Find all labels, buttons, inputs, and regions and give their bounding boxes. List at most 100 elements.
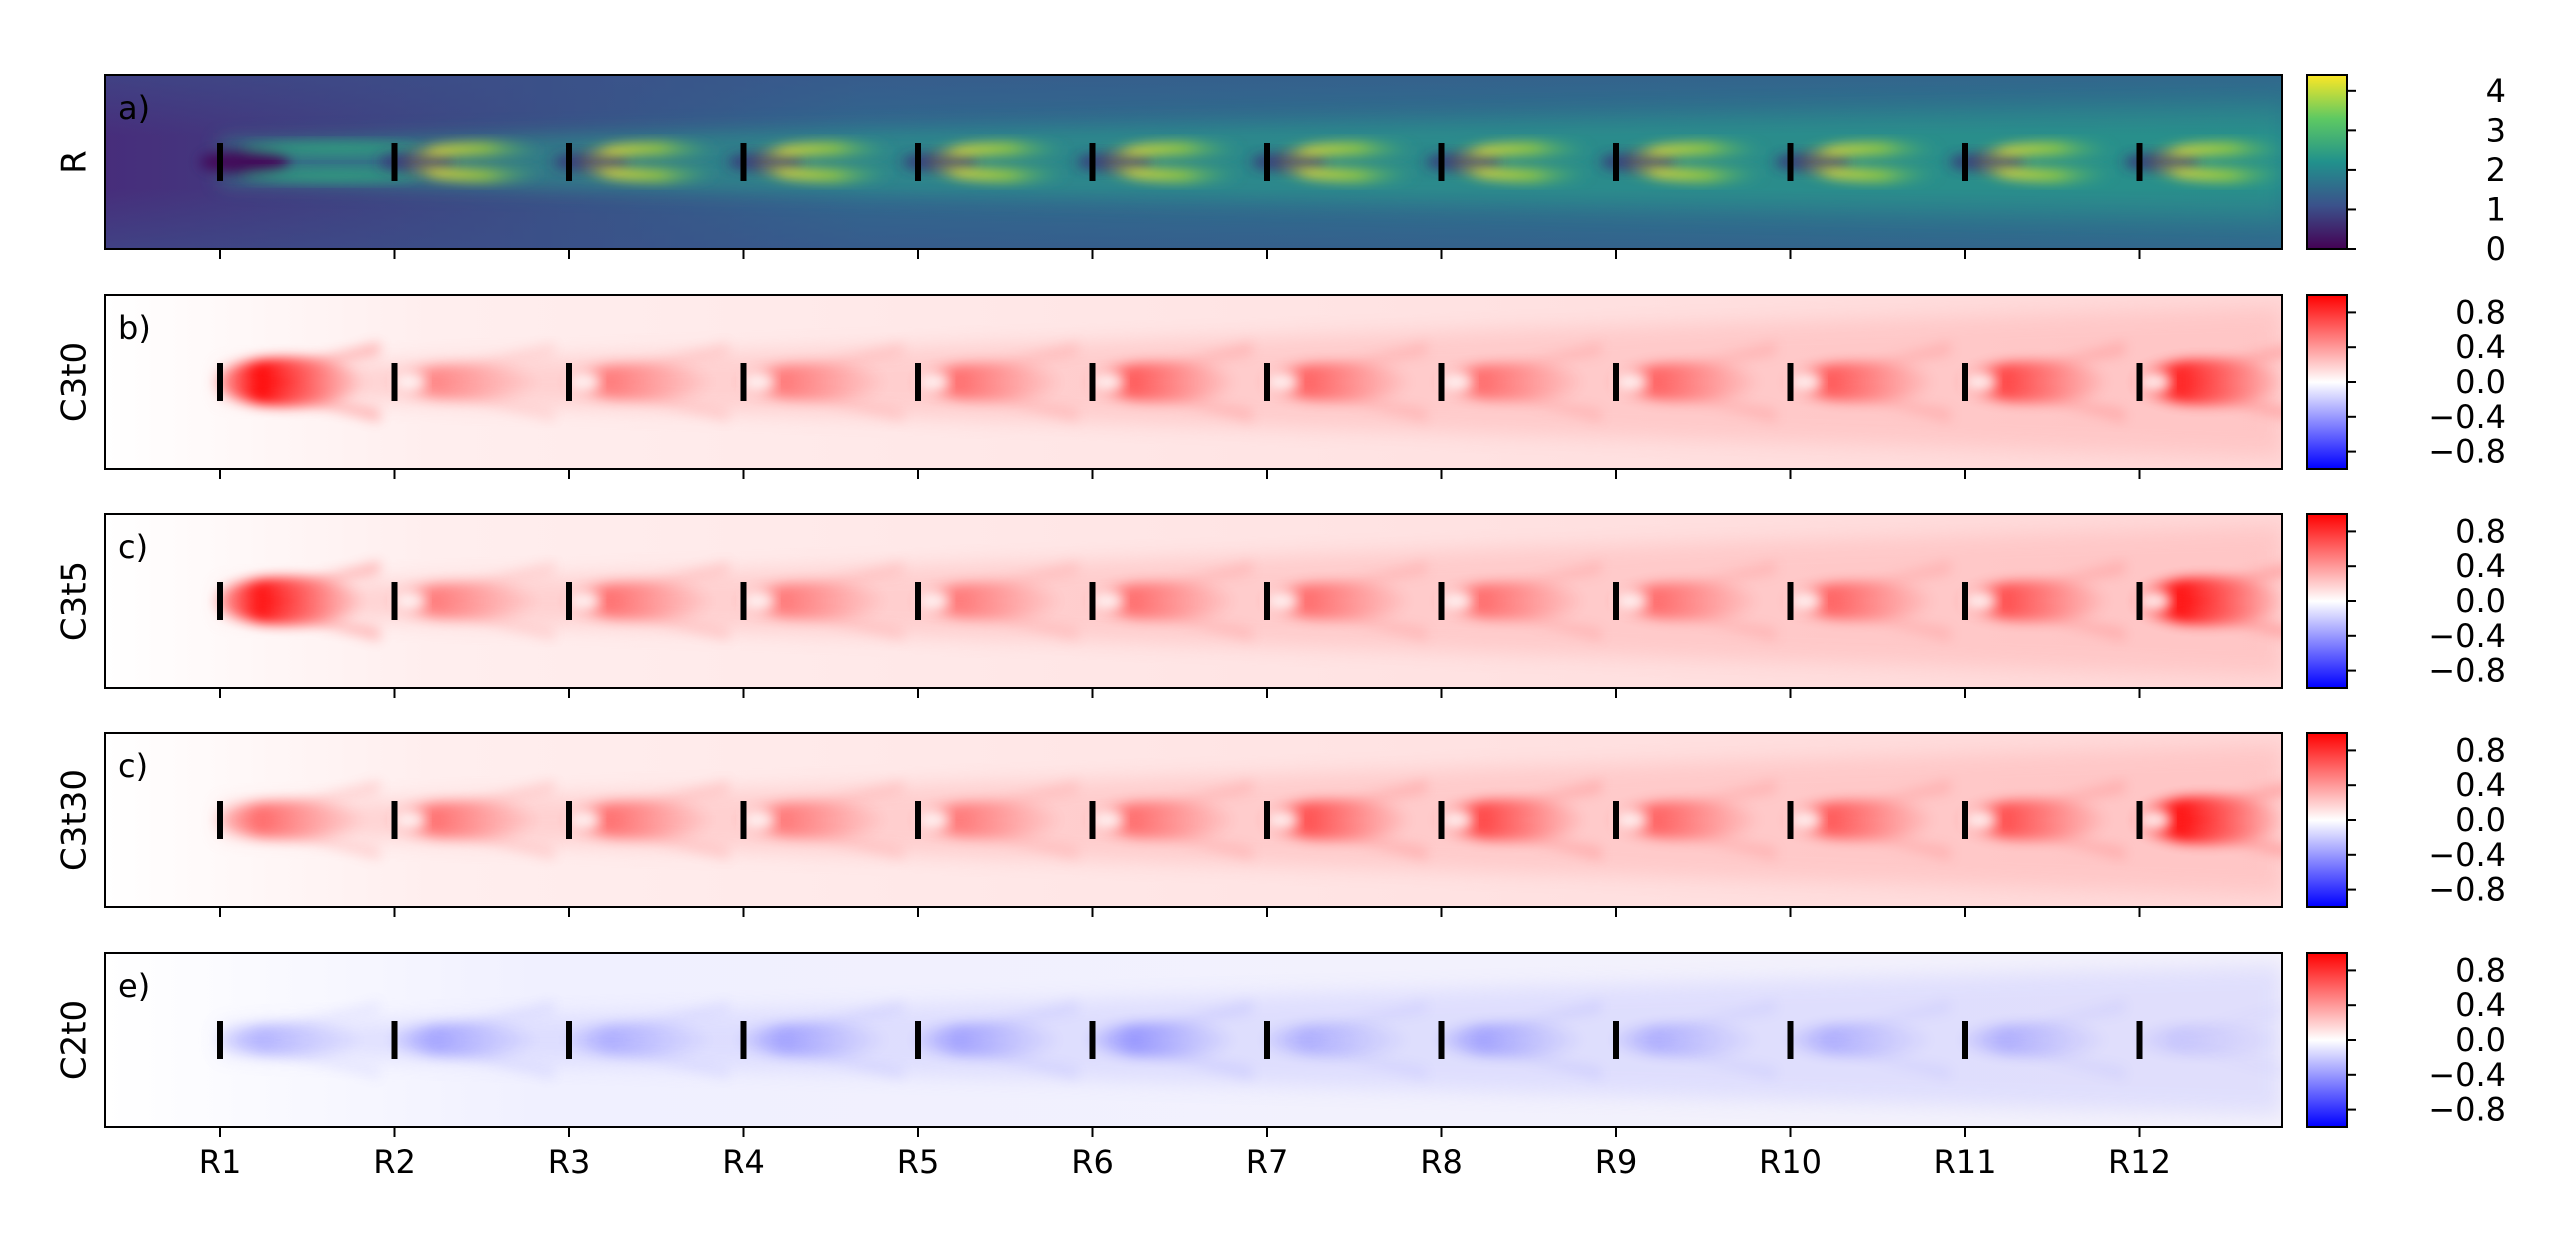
colorbar-tick-label: 3: [2486, 111, 2506, 149]
rotor-bar-r6: [1089, 143, 1096, 181]
wake-r10: [1785, 362, 1936, 402]
x-tick-label: R11: [1934, 1143, 1997, 1181]
colorbar-tick-label: 0.8: [2455, 512, 2506, 550]
wake-r10: [1785, 582, 1936, 620]
rotor-bar-r5: [915, 582, 921, 620]
panel-label: b): [118, 309, 151, 347]
y-axis-label: R: [55, 150, 95, 174]
colorbar: 0.80.40.0−0.4−0.8: [2306, 731, 2506, 909]
x-tick-label: R3: [548, 1143, 591, 1181]
colorbar: 0.80.40.0−0.4−0.8: [2306, 512, 2506, 690]
x-tick-label: R2: [373, 1143, 416, 1181]
rotor-bar-r9: [1613, 1021, 1619, 1059]
rotor-bar-r12: [2136, 1021, 2143, 1059]
wake-r4: [738, 583, 889, 619]
wake-r9: [1611, 1024, 1761, 1056]
rotor-bar-r3: [566, 363, 572, 401]
panel-4: c) C3t30 0.80.40.0−0.4−0.8: [55, 731, 2506, 917]
colorbar-tick-label: −0.4: [2428, 836, 2506, 874]
wake-r2: [389, 801, 540, 839]
wake-r3: [564, 364, 714, 400]
rotor-bar-r5: [915, 801, 921, 839]
wake-r5: [913, 802, 1063, 838]
colorbar-tick-label: −0.4: [2428, 617, 2506, 655]
rotor-bar-r4: [740, 801, 747, 839]
rotor-bar-r3: [566, 143, 572, 181]
rotor-bar-r7: [1264, 363, 1270, 401]
heatmap-field: [105, 733, 2282, 907]
colorbar-tick-label: 2: [2486, 151, 2506, 189]
rotor-bar-r6: [1089, 363, 1096, 401]
rotor-bar-r5: [915, 143, 921, 181]
rotor-bar-r7: [1264, 582, 1270, 620]
wake-r1: [215, 1024, 365, 1056]
x-tick-label: R8: [1420, 1143, 1463, 1181]
colorbar-tick-label: 0.4: [2455, 986, 2506, 1024]
wake-r6: [1087, 582, 1238, 620]
axes-frame: [104, 74, 2283, 250]
rotor-bar-r10: [1787, 143, 1794, 181]
rotor-bar-r8: [1438, 1021, 1445, 1059]
x-tick-label: R9: [1595, 1143, 1638, 1181]
panel-label: c): [118, 747, 148, 785]
wake-r10: [1785, 1024, 1936, 1056]
colorbar-tick-label: −0.8: [2428, 1091, 2506, 1129]
axes-frame: [104, 513, 2283, 689]
rotor-bar-r8: [1438, 143, 1445, 181]
rotor-bar-r10: [1787, 582, 1794, 620]
colorbar-tick-label: −0.8: [2428, 433, 2506, 471]
rotor-bar-r1: [217, 801, 223, 839]
colorbar: 0.80.40.0−0.4−0.8: [2306, 293, 2506, 471]
wake-r1: [215, 358, 365, 406]
rotor-bar-r12: [2136, 582, 2143, 620]
wake-r4: [738, 1023, 889, 1057]
axes-frame: [104, 294, 2283, 470]
wake-r1: [215, 801, 365, 839]
wake-r5: [913, 363, 1063, 401]
rotor-bar-r3: [566, 582, 572, 620]
rotor-bar-r7: [1264, 801, 1270, 839]
colorbar-tick-label: −0.4: [2428, 1056, 2506, 1094]
rotor-bar-r4: [740, 582, 747, 620]
rotor-bar-r12: [2136, 143, 2143, 181]
wake-r12: [2134, 359, 2282, 405]
rotor-bar-r2: [391, 1021, 398, 1059]
wake-r2: [389, 364, 540, 400]
rotor-bar-r4: [740, 363, 747, 401]
rotor-bar-r12: [2136, 363, 2143, 401]
rotor-bar-r4: [740, 143, 747, 181]
panel-5: R1 R2 R3 R4 R5 R6 R7 R8 R9 R10 R11 R12 e) C2t0 0.80.40…: [55, 951, 2507, 1181]
rotor-bar-r2: [391, 582, 398, 620]
colorbar-tick-label: −0.8: [2428, 652, 2506, 690]
wake-r7: [1262, 582, 1412, 620]
rotor-bar-r6: [1089, 801, 1096, 839]
rotor-bar-r1: [217, 582, 223, 620]
heatmap-field: [105, 514, 2282, 688]
rotor-bar-r3: [566, 801, 572, 839]
rotor-bar-r11: [1962, 1021, 1968, 1059]
wake-r6: [1087, 801, 1238, 839]
rotor-bar-r10: [1787, 1021, 1794, 1059]
heatmap-field: [105, 75, 2282, 249]
rotor-bar-r8: [1438, 801, 1445, 839]
colorbar: 0.80.40.0−0.4−0.8: [2306, 951, 2506, 1129]
colorbar-tick-label: 0.4: [2455, 766, 2506, 804]
wake-r11: [1960, 581, 2110, 621]
rotor-bar-r5: [915, 363, 921, 401]
wake-r7: [1262, 800, 1412, 840]
wake-r4: [738, 364, 889, 400]
wake-r12: [2134, 1025, 2282, 1055]
colorbar-tick-label: 0.4: [2455, 547, 2506, 585]
wake-r5: [913, 1023, 1063, 1057]
wake-r11: [1960, 1024, 2110, 1056]
wake-r8: [1436, 1023, 1587, 1057]
panel-2: b) C3t0 0.80.40.0−0.4−0.8: [55, 293, 2506, 479]
wake-r6: [1087, 1023, 1238, 1057]
rotor-bar-r6: [1089, 582, 1096, 620]
colorbar-tick-label: 0.4: [2455, 328, 2506, 366]
rotor-bar-r10: [1787, 801, 1794, 839]
panel-label: a): [118, 89, 150, 127]
rotor-bar-r9: [1613, 582, 1619, 620]
colorbar-tick-label: 0.0: [2455, 582, 2506, 620]
